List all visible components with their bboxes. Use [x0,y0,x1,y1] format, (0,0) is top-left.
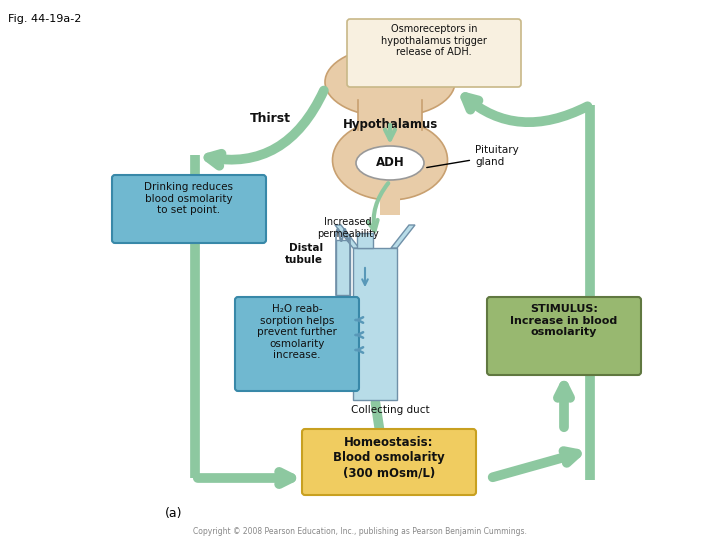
Bar [336,240,350,295]
Text: Copyright © 2008 Pearson Education, Inc., publishing as Pearson Benjamin Cumming: Copyright © 2008 Pearson Education, Inc.… [193,527,527,536]
Text: Fig. 44-19a-2: Fig. 44-19a-2 [8,14,81,24]
FancyBboxPatch shape [235,297,359,391]
Text: Collecting duct: Collecting duct [351,405,429,415]
Text: STIMULUS:
Increase in blood
osmolarity: STIMULUS: Increase in blood osmolarity [510,304,618,337]
Text: Homeostasis:
Blood osmolarity
(300 mOsm/L): Homeostasis: Blood osmolarity (300 mOsm/… [333,436,445,479]
Text: Pituitary
gland: Pituitary gland [427,145,518,167]
Bar [357,233,373,248]
FancyBboxPatch shape [487,297,641,375]
FancyBboxPatch shape [347,19,521,87]
Text: Distal
tubule: Distal tubule [285,243,323,265]
Bar [380,185,400,215]
Bar [353,248,397,400]
Polygon shape [335,225,359,248]
FancyBboxPatch shape [112,175,266,243]
Ellipse shape [325,47,455,117]
Text: Osmoreceptors in
hypothalamus trigger
release of ADH.: Osmoreceptors in hypothalamus trigger re… [381,24,487,57]
Text: Drinking reduces
blood osmolarity
to set point.: Drinking reduces blood osmolarity to set… [145,182,233,215]
Polygon shape [391,225,415,248]
Bar [358,95,422,130]
Text: Increased
permeability: Increased permeability [317,217,379,239]
Text: Thirst: Thirst [250,111,290,125]
Ellipse shape [356,146,424,180]
Text: H₂O reab-
sorption helps
prevent further
osmolarity
increase.: H₂O reab- sorption helps prevent further… [257,304,337,360]
FancyBboxPatch shape [302,429,476,495]
Text: (a): (a) [165,507,182,520]
Text: ADH: ADH [376,157,405,170]
Ellipse shape [333,120,448,200]
Text: Hypothalamus: Hypothalamus [343,118,438,131]
